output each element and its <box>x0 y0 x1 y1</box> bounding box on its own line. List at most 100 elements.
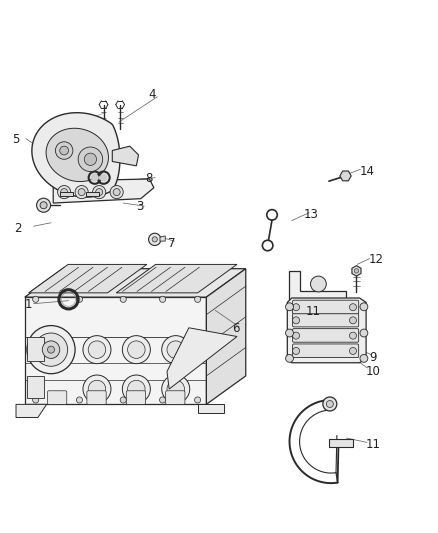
Circle shape <box>36 198 50 212</box>
Circle shape <box>76 397 82 403</box>
Text: 11: 11 <box>305 305 321 318</box>
Circle shape <box>40 201 47 209</box>
Circle shape <box>32 296 39 302</box>
Circle shape <box>148 233 160 246</box>
Circle shape <box>75 185 88 199</box>
Circle shape <box>60 189 67 196</box>
Circle shape <box>152 237 157 242</box>
Polygon shape <box>206 269 245 405</box>
Polygon shape <box>112 146 138 166</box>
Text: 9: 9 <box>369 351 376 364</box>
Circle shape <box>78 189 85 196</box>
Circle shape <box>349 317 356 324</box>
Polygon shape <box>25 269 245 297</box>
Text: 12: 12 <box>367 253 382 266</box>
Circle shape <box>322 397 336 411</box>
Circle shape <box>285 303 293 311</box>
Polygon shape <box>46 128 108 182</box>
Text: 3: 3 <box>136 200 143 213</box>
Circle shape <box>34 333 67 366</box>
Circle shape <box>325 400 332 408</box>
Circle shape <box>95 189 102 196</box>
Circle shape <box>161 336 189 364</box>
Polygon shape <box>328 439 352 447</box>
Text: 11: 11 <box>364 438 379 451</box>
Circle shape <box>359 329 367 337</box>
Circle shape <box>113 189 120 196</box>
Circle shape <box>194 296 200 302</box>
Circle shape <box>84 153 96 165</box>
FancyBboxPatch shape <box>292 344 358 358</box>
Text: 8: 8 <box>145 173 152 185</box>
FancyBboxPatch shape <box>87 391 106 405</box>
Text: 4: 4 <box>148 88 156 101</box>
Circle shape <box>122 336 150 364</box>
Polygon shape <box>287 298 365 363</box>
Circle shape <box>110 185 123 199</box>
Polygon shape <box>166 328 237 389</box>
Polygon shape <box>351 265 360 276</box>
Text: 10: 10 <box>364 365 379 378</box>
Circle shape <box>194 397 200 403</box>
Circle shape <box>120 397 126 403</box>
Circle shape <box>27 326 75 374</box>
Circle shape <box>349 348 356 354</box>
Circle shape <box>47 346 54 353</box>
Circle shape <box>359 303 367 311</box>
Polygon shape <box>197 405 223 413</box>
Polygon shape <box>53 179 153 203</box>
Text: 7: 7 <box>167 237 175 250</box>
Circle shape <box>310 276 325 292</box>
Polygon shape <box>32 112 120 197</box>
FancyBboxPatch shape <box>292 300 358 314</box>
Circle shape <box>122 375 150 403</box>
FancyBboxPatch shape <box>47 391 67 405</box>
Polygon shape <box>27 336 44 361</box>
Circle shape <box>353 269 358 273</box>
Circle shape <box>120 296 126 302</box>
Polygon shape <box>27 376 44 398</box>
Circle shape <box>91 174 99 182</box>
Circle shape <box>83 375 111 403</box>
Polygon shape <box>86 192 99 197</box>
Circle shape <box>55 142 73 159</box>
Polygon shape <box>16 405 46 417</box>
Circle shape <box>159 296 165 302</box>
Circle shape <box>88 380 106 398</box>
Circle shape <box>292 317 299 324</box>
Circle shape <box>359 354 367 362</box>
Text: 13: 13 <box>303 208 318 221</box>
FancyBboxPatch shape <box>292 329 358 342</box>
Circle shape <box>76 296 82 302</box>
Polygon shape <box>116 264 237 293</box>
Circle shape <box>285 329 293 337</box>
Polygon shape <box>28 264 147 293</box>
Circle shape <box>42 341 60 358</box>
Circle shape <box>292 348 299 354</box>
Circle shape <box>88 341 106 358</box>
Polygon shape <box>25 297 206 405</box>
Circle shape <box>166 380 184 398</box>
Circle shape <box>292 332 299 339</box>
Text: 2: 2 <box>14 222 21 235</box>
Circle shape <box>159 397 165 403</box>
Circle shape <box>99 174 107 182</box>
Circle shape <box>60 146 68 155</box>
Circle shape <box>285 354 293 362</box>
Circle shape <box>161 375 189 403</box>
Circle shape <box>57 185 71 199</box>
Text: 6: 6 <box>231 322 239 335</box>
Polygon shape <box>60 192 73 197</box>
Polygon shape <box>159 236 165 241</box>
Circle shape <box>92 185 106 199</box>
Circle shape <box>349 304 356 311</box>
Circle shape <box>166 341 184 358</box>
Polygon shape <box>339 171 350 181</box>
Circle shape <box>32 397 39 403</box>
Circle shape <box>78 147 102 172</box>
FancyBboxPatch shape <box>165 391 184 405</box>
Circle shape <box>349 332 356 339</box>
Circle shape <box>292 304 299 311</box>
FancyBboxPatch shape <box>126 391 145 405</box>
Text: 1: 1 <box>25 298 32 311</box>
